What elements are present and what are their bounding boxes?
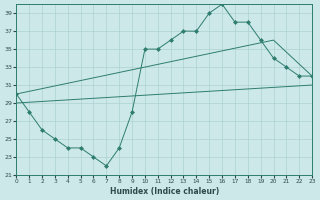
X-axis label: Humidex (Indice chaleur): Humidex (Indice chaleur) bbox=[109, 187, 219, 196]
